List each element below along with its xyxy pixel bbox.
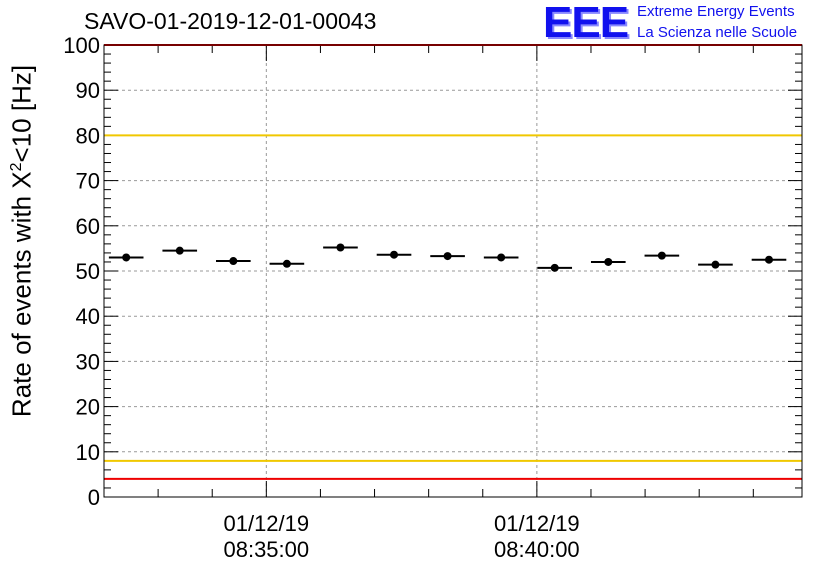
- plot-frame: [103, 44, 803, 498]
- logo-caption-line1: Extreme Energy Events: [637, 3, 795, 20]
- y-tick-label: 80: [76, 123, 100, 148]
- data-point: [122, 253, 131, 262]
- x-tick-time: 08:35:00: [223, 537, 310, 562]
- y-tick-label: 90: [76, 78, 100, 103]
- data-point: [282, 259, 291, 268]
- y-tick-label: 0: [88, 485, 100, 510]
- x-tick-label: 01/12/19 08:40:00: [467, 511, 607, 563]
- logo-caption-line2: La Scienza nelle Scuole: [637, 24, 798, 41]
- y-axis-label-prefix: Rate of events with X: [6, 171, 37, 418]
- eee-logo: EEE: [543, 0, 629, 47]
- data-point: [604, 257, 613, 266]
- y-tick-label: 50: [76, 259, 100, 284]
- y-tick-label: 20: [76, 395, 100, 420]
- x-tick-date: 01/12/19: [223, 511, 310, 536]
- y-axis-label-superscript: 2: [7, 162, 25, 172]
- y-tick-label: 70: [76, 169, 100, 194]
- y-tick-label: 10: [76, 440, 100, 465]
- data-point: [175, 246, 184, 255]
- data-point: [390, 250, 399, 259]
- data-point: [550, 263, 559, 272]
- y-tick-label: 40: [76, 304, 100, 329]
- run-title: SAVO-01-2019-12-01-00043: [84, 8, 377, 34]
- data-point: [764, 255, 773, 264]
- x-tick-time: 08:40:00: [494, 537, 580, 562]
- x-tick-label: 01/12/19 08:35:00: [196, 511, 336, 563]
- data-point: [229, 257, 238, 266]
- data-point: [497, 253, 506, 262]
- data-point: [443, 252, 452, 261]
- y-tick-label: 100: [63, 33, 100, 58]
- y-axis-label-suffix: <10 [Hz]: [6, 64, 37, 163]
- x-tick-date: 01/12/19: [494, 511, 580, 536]
- y-tick-label: 30: [76, 349, 100, 374]
- data-point: [336, 243, 345, 252]
- data-point: [657, 251, 666, 260]
- y-tick-label: 60: [76, 214, 100, 239]
- data-point: [711, 260, 720, 269]
